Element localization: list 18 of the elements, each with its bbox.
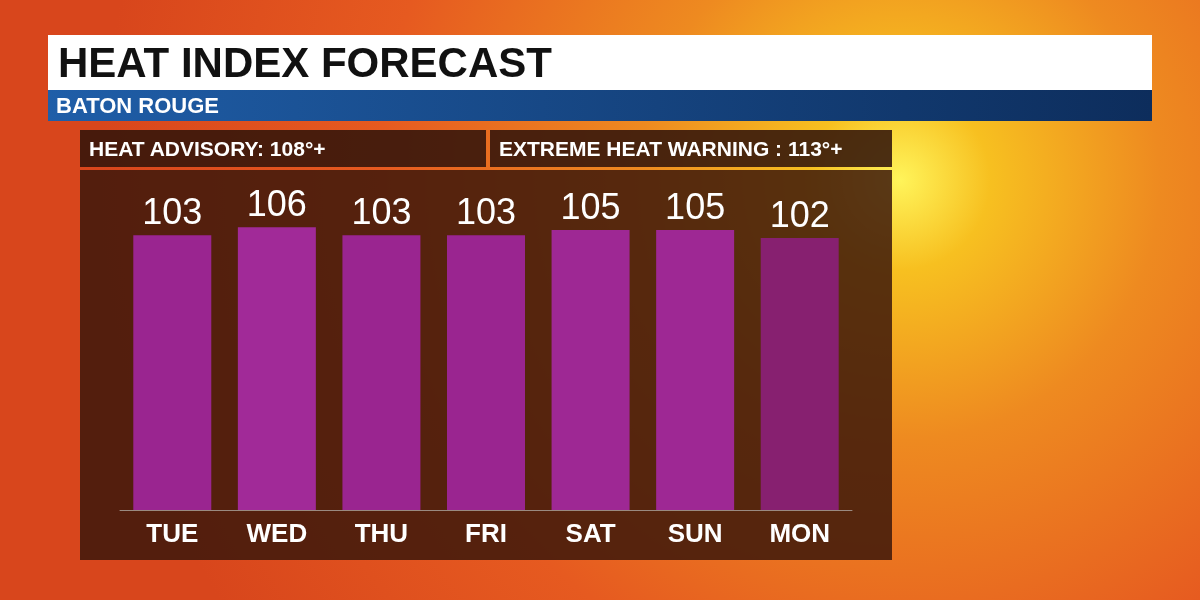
x-tick-label: SAT: [565, 518, 616, 548]
x-tick-label: FRI: [465, 518, 507, 548]
x-tick-label: TUE: [146, 518, 199, 548]
data-label: 105: [560, 185, 621, 227]
text: HEAT ADVISORY: 108°+: [80, 130, 486, 167]
x-tick-label: THU: [354, 518, 409, 548]
data-label: 103: [142, 190, 203, 232]
data-label: 105: [665, 185, 726, 227]
data-label: 106: [246, 182, 307, 224]
data-label: 103: [351, 190, 412, 232]
data-label: 102: [769, 193, 830, 235]
x-tick-label: MON: [769, 518, 831, 548]
chart-subtitle: BATON ROUGE: [48, 90, 1152, 121]
data-label: 103: [455, 190, 517, 232]
x-tick-label: SUN: [667, 518, 723, 548]
text: EXTREME HEAT WARNING : 113°+: [490, 130, 892, 167]
x-tick-label: WED: [246, 518, 308, 548]
chart-title: HEAT INDEX FORECAST: [48, 35, 1152, 90]
